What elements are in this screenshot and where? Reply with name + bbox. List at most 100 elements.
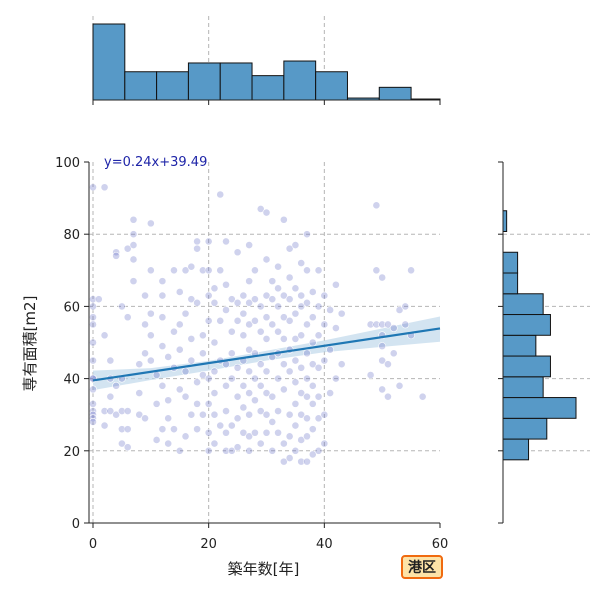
data-point	[89, 356, 97, 365]
data-point	[204, 266, 213, 275]
data-point	[233, 392, 242, 401]
data-point	[245, 298, 254, 307]
y-marginal-histogram	[498, 161, 590, 524]
data-point	[262, 410, 271, 419]
data-point	[291, 241, 300, 249]
data-point	[227, 421, 236, 430]
data-point	[401, 320, 410, 329]
data-point	[193, 399, 201, 408]
x-hist-bar	[315, 71, 348, 101]
data-point	[129, 230, 138, 239]
data-point	[308, 399, 317, 408]
data-point	[331, 324, 340, 332]
data-point	[303, 392, 311, 401]
data-point	[274, 284, 282, 293]
data-point	[227, 349, 236, 358]
data-point	[112, 410, 121, 419]
data-point	[100, 421, 109, 430]
data-point	[297, 457, 306, 466]
data-point	[251, 295, 259, 304]
data-point	[123, 407, 132, 415]
x-tick-label: 20	[200, 537, 217, 552]
data-point	[395, 381, 404, 390]
data-point	[227, 295, 236, 304]
y-hist-bar	[502, 293, 544, 316]
data-point	[129, 241, 138, 249]
data-point	[245, 410, 254, 419]
data-point	[146, 219, 155, 228]
data-point	[378, 320, 387, 329]
data-point	[285, 367, 294, 376]
data-point	[262, 428, 271, 437]
data-point	[204, 374, 213, 383]
data-point	[198, 410, 207, 419]
data-point	[204, 316, 213, 325]
data-point	[210, 367, 219, 376]
y-hist-bar	[502, 334, 537, 357]
data-point	[129, 255, 138, 264]
data-point	[158, 425, 167, 434]
data-point	[123, 443, 132, 452]
data-point	[326, 306, 335, 314]
data-point	[152, 371, 161, 379]
data-point	[181, 392, 190, 401]
data-point	[181, 266, 190, 275]
region-badge: 港区	[401, 555, 443, 579]
y-hist-bar	[502, 251, 519, 274]
x-hist-bar	[251, 75, 285, 101]
data-point	[118, 407, 126, 415]
data-point	[233, 443, 242, 452]
data-point	[204, 399, 213, 408]
data-point	[146, 266, 155, 275]
data-point	[245, 320, 254, 329]
data-point	[268, 320, 277, 329]
data-point	[256, 381, 265, 390]
data-point	[239, 309, 248, 318]
data-point	[170, 425, 178, 434]
data-point	[175, 345, 184, 354]
data-point	[274, 407, 282, 415]
data-point	[274, 262, 282, 271]
data-point	[112, 381, 121, 390]
data-point	[187, 356, 196, 365]
data-point	[297, 259, 306, 267]
x-tick-label: 60	[432, 537, 449, 552]
data-point	[146, 356, 155, 365]
y-hist-bar	[502, 355, 551, 378]
data-point	[303, 230, 311, 239]
data-point	[268, 392, 277, 401]
data-point	[314, 414, 323, 423]
y-hist-bar	[502, 397, 577, 419]
data-point	[303, 432, 311, 441]
x-hist-bar	[283, 60, 317, 101]
data-point	[407, 266, 415, 275]
data-point	[187, 334, 196, 343]
data-point	[291, 309, 300, 318]
data-point	[251, 374, 259, 383]
data-point	[303, 320, 311, 329]
data-point	[262, 208, 271, 217]
data-point	[308, 360, 317, 369]
data-point	[233, 316, 242, 325]
data-point	[291, 378, 300, 387]
data-point	[274, 428, 282, 437]
confidence-band-area	[93, 316, 440, 391]
y-tick-label: 60	[63, 300, 80, 315]
data-point	[193, 237, 201, 246]
data-point	[308, 338, 317, 347]
data-point	[279, 457, 288, 466]
data-point	[291, 284, 300, 293]
data-point	[320, 410, 329, 419]
y-tick-label: 20	[63, 445, 80, 460]
data-point	[89, 338, 97, 347]
regression-line	[92, 327, 441, 382]
data-point	[372, 201, 381, 210]
data-point	[239, 331, 248, 340]
x-hist-bar	[156, 71, 189, 101]
data-point	[175, 446, 184, 455]
data-point	[297, 302, 306, 311]
y-hist-bar	[502, 272, 519, 295]
data-point	[297, 331, 306, 340]
data-point	[135, 389, 144, 397]
data-point	[175, 288, 184, 296]
